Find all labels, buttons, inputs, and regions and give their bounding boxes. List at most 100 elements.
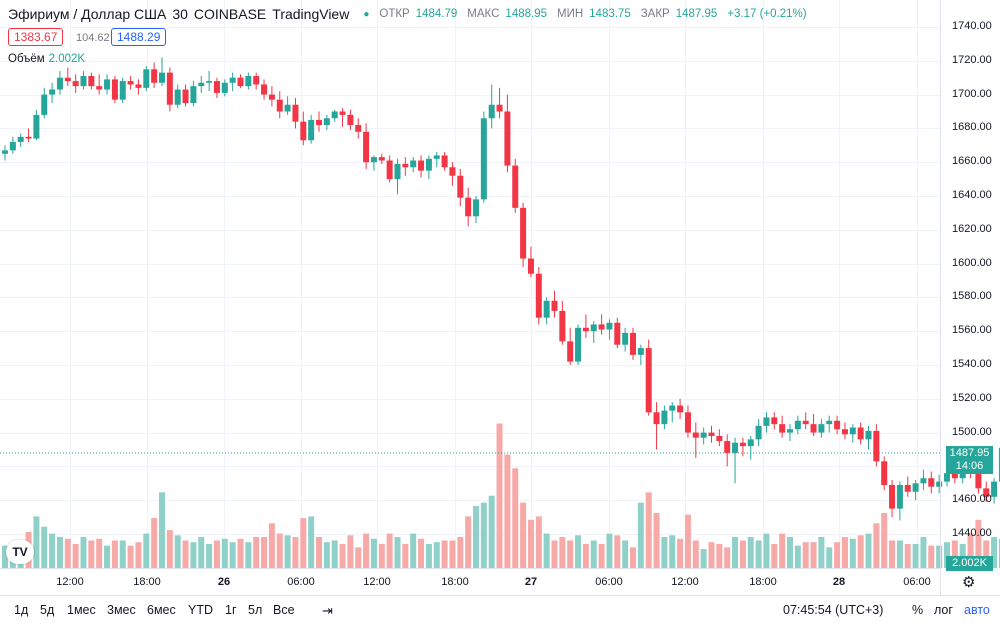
candle (355, 118, 362, 139)
range-6m-button[interactable]: 6мес (147, 603, 176, 617)
candle (559, 300, 566, 345)
candle-body (779, 424, 786, 433)
volume-bar (237, 538, 244, 568)
date-range-icon[interactable]: ⇥ (322, 603, 333, 618)
candle-body (25, 136, 32, 139)
candle-body (951, 473, 958, 479)
volume-bar (661, 537, 668, 568)
buy-button[interactable]: 1488.29 (111, 28, 167, 46)
candle-body (64, 77, 71, 82)
candle-body (245, 76, 252, 87)
candle (182, 84, 189, 107)
price-tick-label: 1720.00 (952, 53, 992, 66)
price-tick-label: 1580.00 (952, 290, 992, 303)
price-chart[interactable] (0, 0, 1000, 595)
symbol-legend[interactable]: Эфириум / Доллар США 30 COINBASE Trading… (8, 6, 811, 22)
candle (857, 422, 864, 445)
candle (229, 72, 236, 92)
volume-bar (41, 526, 48, 568)
candle-body (17, 136, 24, 142)
candle (166, 67, 173, 112)
candle-body (355, 125, 362, 132)
range-1y-button[interactable]: 1г (225, 603, 237, 617)
log-toggle[interactable]: лог (934, 603, 953, 617)
candle (849, 424, 856, 443)
candle-body (190, 86, 197, 104)
volume-bar (300, 518, 307, 568)
candle-body (198, 82, 205, 87)
tradingview-logo-icon[interactable]: TV (6, 540, 34, 564)
candle-body (794, 420, 801, 430)
gear-icon[interactable]: ⚙ (962, 574, 976, 591)
candle (896, 481, 903, 521)
auto-toggle[interactable]: авто (964, 603, 990, 617)
candle (237, 74, 244, 88)
range-3m-button[interactable]: 3мес (107, 603, 136, 617)
candle (983, 481, 990, 502)
candle-body (56, 77, 63, 90)
time-tick-label: 28 (832, 576, 846, 588)
volume-bar (763, 533, 770, 568)
range-ytd-button[interactable]: YTD (188, 603, 213, 617)
candle-body (700, 432, 707, 438)
clock-timezone[interactable]: 07:45:54 (UTC+3) (783, 603, 884, 617)
range-1d-button[interactable]: 1д (14, 603, 29, 617)
price-tick-label: 1540.00 (952, 358, 992, 370)
price-tick-label: 1560.00 (952, 324, 992, 337)
candle (221, 79, 228, 97)
volume-bar (370, 538, 377, 568)
candle (96, 74, 103, 95)
candle (410, 157, 417, 173)
range-5d-button[interactable]: 5д (40, 603, 55, 617)
volume-bar (590, 540, 597, 568)
candle (630, 327, 636, 360)
candle-body (527, 258, 534, 274)
candle (2, 145, 8, 161)
candle (386, 155, 393, 183)
candle-body (339, 111, 346, 115)
candle (363, 123, 370, 169)
candle-body (614, 322, 621, 345)
volume-bar (567, 540, 574, 568)
candle-body (598, 324, 605, 330)
candle (622, 327, 629, 352)
candle-body (708, 432, 715, 436)
volume-bar (182, 540, 189, 568)
candle (904, 476, 911, 497)
candle (637, 344, 644, 365)
candle-body (159, 72, 165, 83)
volume-legend[interactable]: Объём 2.002K (8, 53, 85, 65)
candle-body (551, 300, 558, 311)
candlestick-series (2, 57, 1000, 521)
volume-bar (575, 535, 582, 568)
volume-bar (473, 506, 479, 568)
candle (998, 447, 1000, 482)
volume-label: Объём (8, 53, 45, 65)
volume-bar (645, 492, 652, 568)
candle-body (386, 160, 393, 180)
time-tick-label: 12:00 (363, 576, 391, 588)
volume-bar (56, 537, 63, 568)
open-value: 1484.79 (415, 8, 458, 20)
candle (213, 77, 220, 98)
range-1m-button[interactable]: 1мес (67, 603, 96, 617)
candle-body (473, 199, 479, 217)
candle-body (630, 332, 636, 355)
volume-bar (928, 545, 935, 568)
candle-body (849, 427, 856, 435)
candle-body (590, 324, 597, 332)
candle-body (661, 410, 668, 425)
range-5y-button[interactable]: 5л (248, 603, 263, 617)
candle (991, 478, 998, 504)
candle-body (991, 481, 998, 497)
volume-bar (410, 533, 417, 568)
range-all-button[interactable]: Все (273, 603, 295, 617)
sell-button[interactable]: 1383.67 (8, 28, 64, 46)
candle-body (433, 155, 440, 159)
candle-body (739, 442, 746, 447)
candle (535, 266, 542, 325)
candle-body (912, 483, 919, 492)
candle-body (370, 157, 377, 163)
percent-toggle[interactable]: % (912, 603, 924, 617)
candle (598, 314, 605, 335)
